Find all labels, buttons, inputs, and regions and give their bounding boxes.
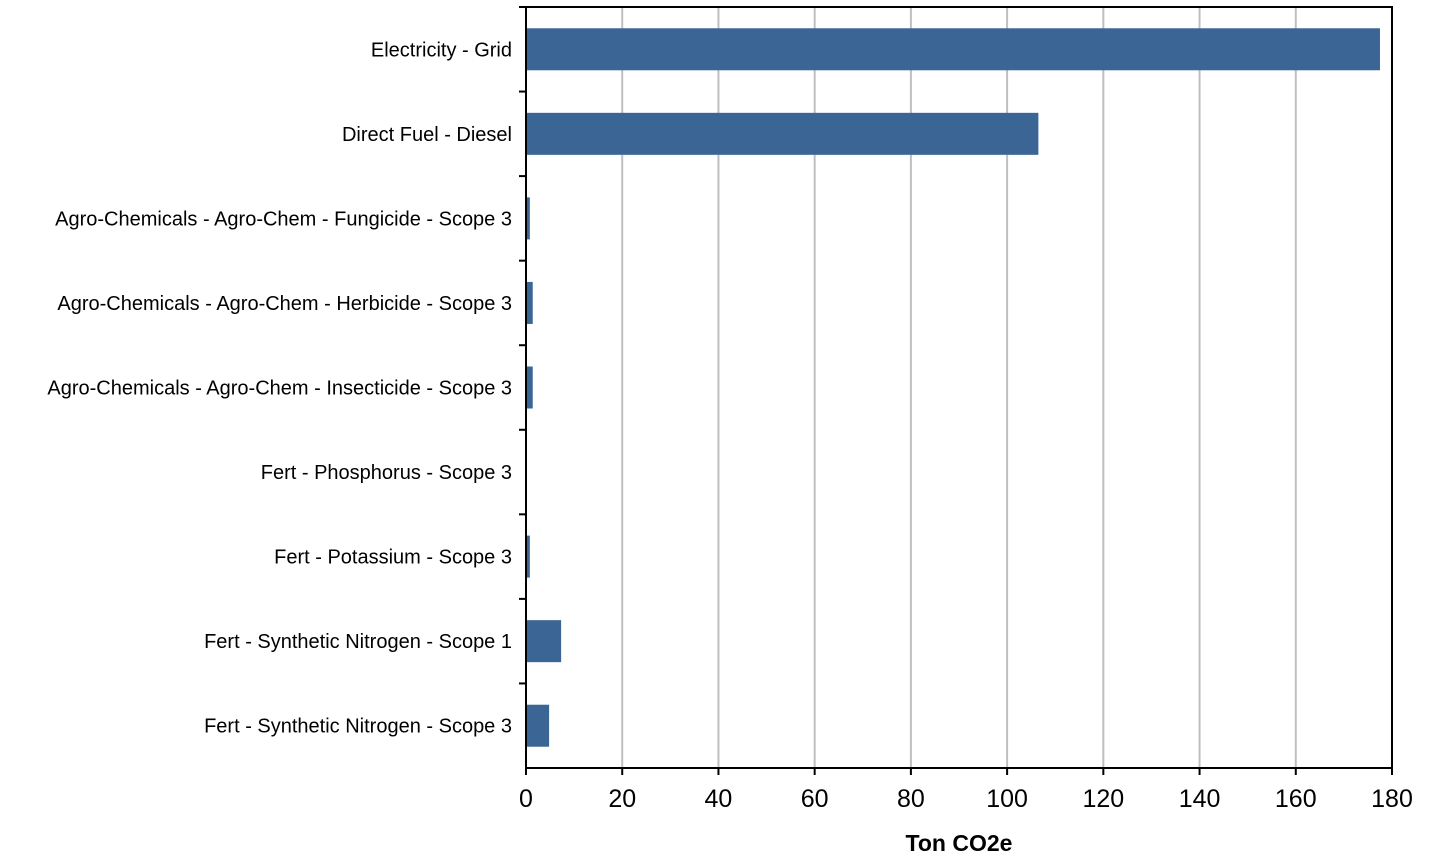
x-tick-label: 180 xyxy=(1371,785,1413,813)
category-label: Agro-Chemicals - Agro-Chem - Fungicide -… xyxy=(55,208,512,230)
category-label: Electricity - Grid xyxy=(371,39,512,61)
bar xyxy=(526,112,1039,155)
category-label: Fert - Potassium - Scope 3 xyxy=(274,547,512,569)
bar xyxy=(526,281,533,324)
category-label: Fert - Synthetic Nitrogen - Scope 1 xyxy=(204,631,512,653)
x-tick-label: 160 xyxy=(1275,785,1317,813)
x-tick-label: 0 xyxy=(519,785,533,813)
x-tick-label: 140 xyxy=(1179,785,1221,813)
x-tick-label: 80 xyxy=(897,785,925,813)
x-tick-label: 20 xyxy=(608,785,636,813)
x-tick-labels: 0 20 40 60 80 100 120 140 160 180 xyxy=(519,768,1413,813)
x-tick-label: 100 xyxy=(986,785,1028,813)
x-tick-label: 120 xyxy=(1082,785,1124,813)
bar xyxy=(526,704,550,747)
category-labels: Electricity - Grid Direct Fuel - Diesel Ag… xyxy=(47,6,526,738)
bar xyxy=(526,620,562,663)
x-axis-title: Ton CO2e xyxy=(906,830,1013,856)
category-label: Fert - Synthetic Nitrogen - Scope 3 xyxy=(204,716,512,738)
bar xyxy=(526,28,1380,71)
category-label: Agro-Chemicals - Agro-Chem - Insecticide… xyxy=(47,378,512,400)
bar xyxy=(526,535,530,578)
x-tick-label: 60 xyxy=(801,785,829,813)
category-label: Fert - Phosphorus - Scope 3 xyxy=(261,462,512,484)
bars xyxy=(526,28,1380,747)
category-label: Direct Fuel - Diesel xyxy=(342,124,512,146)
category-label: Agro-Chemicals - Agro-Chem - Herbicide -… xyxy=(57,293,512,315)
bar xyxy=(526,366,533,409)
plot-area-frame xyxy=(525,6,1393,769)
x-tick-label: 40 xyxy=(705,785,733,813)
bar xyxy=(526,197,530,240)
